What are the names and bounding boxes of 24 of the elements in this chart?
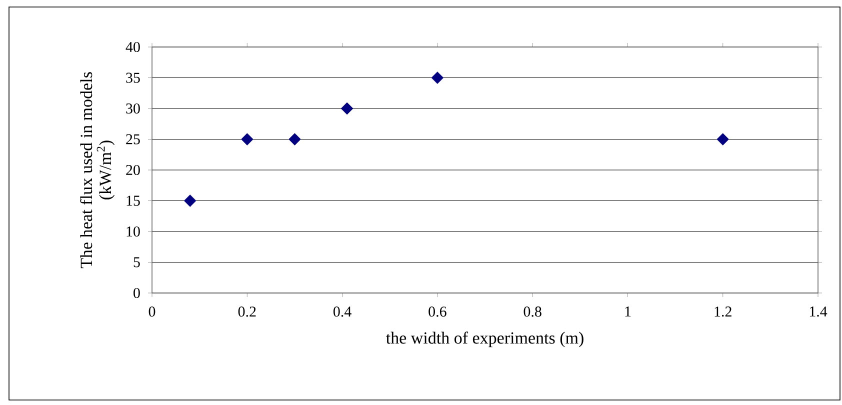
x-tick-label: 0.8 [524, 306, 542, 317]
x-tick-label: 0 [148, 306, 156, 317]
x-tick-label: 1.2 [714, 306, 732, 317]
point [716, 133, 730, 146]
y-tick-label: 20 [126, 164, 140, 176]
y-tick-label: 35 [126, 72, 140, 83]
y-tick-label: 15 [126, 196, 140, 206]
y-tick-label: 30 [126, 103, 140, 114]
point [288, 133, 301, 146]
point [184, 194, 196, 207]
point [431, 72, 444, 84]
x-axis-title: the width of experiments (m) [386, 332, 584, 348]
point [241, 133, 254, 146]
y-tick-label: 25 [126, 134, 140, 144]
x-tick-label: 1.4 [810, 306, 828, 317]
x-tick-label: 1 [625, 306, 631, 316]
y-tick-label: 10 [126, 226, 140, 237]
y-tick-label: 40 [126, 42, 140, 52]
y-tick-label: 0 [134, 288, 140, 298]
y-tick-label: 5 [134, 257, 140, 268]
x-tick-label: 0.4 [333, 306, 352, 317]
x-tick-label: 0.6 [428, 306, 446, 317]
point [340, 102, 354, 115]
x-tick-label: 0.2 [238, 306, 256, 317]
